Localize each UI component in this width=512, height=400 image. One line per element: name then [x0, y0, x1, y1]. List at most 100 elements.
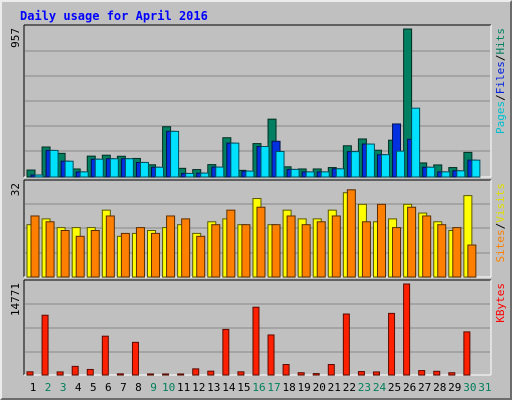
top-bar-pages: [139, 161, 149, 178]
middle-bar-sites: [196, 235, 206, 278]
top-bar-pages: [396, 150, 406, 178]
bottom-bar-kbytes: [327, 364, 335, 376]
top-bar-pages: [230, 142, 240, 178]
middle-bar-sites: [75, 235, 85, 278]
middle-bar-sites: [256, 206, 266, 278]
x-tick-label: 1: [30, 381, 37, 394]
bottom-bar-kbytes: [342, 313, 350, 376]
x-tick-label: 17: [267, 381, 280, 394]
top-ymax-label: 957: [9, 28, 22, 48]
bottom-legend-kbytes: KBytes: [494, 283, 507, 323]
middle-bar-sites: [30, 215, 40, 278]
x-tick-label: 4: [75, 381, 82, 394]
bottom-bar-kbytes: [237, 371, 245, 376]
bottom-bar-kbytes: [71, 365, 79, 376]
bottom-bar-kbytes: [86, 368, 94, 376]
chart-title: Daily usage for April 2016: [20, 9, 208, 23]
bottom-bar-kbytes: [372, 371, 380, 376]
x-tick-label: 29: [448, 381, 461, 394]
x-tick-label: 5: [90, 381, 97, 394]
top-bar-pages: [79, 171, 89, 178]
bottom-bar-kbytes: [267, 334, 275, 376]
bottom-bar-kbytes: [177, 373, 185, 376]
middle-bar-sites: [346, 189, 356, 278]
middle-legend-separator: /: [494, 223, 507, 230]
top-bar-pages: [471, 159, 481, 178]
middle-bar-sites: [120, 232, 130, 278]
top-bar-pages: [456, 170, 466, 178]
middle-bar-sites: [392, 227, 402, 278]
top-bar-pages: [185, 172, 195, 178]
x-tick-label: 20: [313, 381, 326, 394]
bottom-bar-kbytes: [297, 372, 305, 376]
x-tick-label: 24: [373, 381, 387, 394]
middle-bar-sites: [166, 215, 176, 278]
top-bar-pages: [49, 149, 59, 178]
top-bar-pages: [34, 174, 44, 178]
bottom-bar-kbytes: [222, 328, 230, 376]
middle-bar-sites: [316, 221, 326, 278]
bottom-bar-kbytes: [433, 370, 441, 376]
top-bar-pages: [109, 158, 119, 178]
middle-bar-sites: [437, 224, 447, 278]
middle-bar-sites: [407, 206, 417, 278]
top-legend-separator: /: [494, 94, 507, 101]
bottom-bar-kbytes: [252, 306, 260, 376]
top-bar-pages: [124, 158, 134, 178]
bottom-bar-kbytes: [403, 283, 411, 376]
bottom-bar-kbytes: [131, 341, 139, 376]
bottom-bar-kbytes: [388, 312, 396, 376]
top-bar-pages: [64, 160, 74, 178]
x-tick-label: 28: [433, 381, 446, 394]
x-tick-label: 25: [388, 381, 401, 394]
middle-bar-sites: [45, 221, 55, 278]
bottom-bar-kbytes: [116, 373, 124, 376]
middle-bar-sites: [151, 232, 161, 278]
bottom-bar-kbytes: [282, 364, 290, 376]
top-bar-pages: [275, 150, 285, 178]
middle-legend-visits: Visits: [494, 183, 507, 223]
middle-bar-sites: [452, 227, 462, 278]
x-tick-label: 10: [162, 381, 175, 394]
bottom-bar-kbytes: [448, 372, 456, 376]
bottom-bar-kbytes: [207, 370, 215, 376]
bottom-bar-kbytes: [192, 368, 200, 376]
middle-bar-sites: [105, 215, 115, 278]
x-tick-label: 27: [418, 381, 431, 394]
top-bar-pages: [426, 166, 436, 178]
x-tick-label: 15: [237, 381, 250, 394]
top-legend: Pages/Files/Hits: [494, 28, 507, 134]
top-bar-pages: [245, 170, 255, 178]
middle-bar-sites: [211, 224, 221, 278]
top-legend-files: Files: [494, 61, 507, 94]
middle-bar-sites: [331, 215, 341, 278]
bottom-ymax-label: 14771: [9, 283, 22, 316]
top-bar-pages: [320, 171, 330, 178]
top-bar-pages: [290, 168, 300, 178]
middle-bar-sites: [60, 230, 70, 278]
bottom-bar-kbytes: [147, 373, 155, 376]
bottom-bar-kbytes: [162, 373, 170, 376]
top-bar-pages: [200, 172, 210, 178]
x-tick-label: 18: [282, 381, 295, 394]
top-legend-pages: Pages: [494, 101, 507, 134]
top-legend-separator: /: [494, 55, 507, 62]
top-bar-pages: [350, 151, 360, 178]
top-bar-pages: [380, 154, 390, 178]
middle-legend: Sites/Visits: [494, 183, 507, 263]
top-bar-pages: [155, 166, 165, 178]
x-tick-label: 14: [222, 381, 236, 394]
middle-bar-sites: [376, 203, 386, 278]
top-bar-pages: [305, 171, 315, 178]
bottom-legend: KBytes: [494, 283, 507, 323]
x-tick-label: 12: [192, 381, 205, 394]
x-tick-label: 23: [358, 381, 371, 394]
top-bar-pages: [441, 171, 451, 178]
middle-bar-sites: [286, 215, 296, 278]
x-tick-label: 2: [45, 381, 52, 394]
bottom-bar-kbytes: [357, 371, 365, 376]
x-tick-label: 19: [298, 381, 311, 394]
x-tick-label: 7: [120, 381, 127, 394]
top-bar-pages: [260, 146, 270, 178]
